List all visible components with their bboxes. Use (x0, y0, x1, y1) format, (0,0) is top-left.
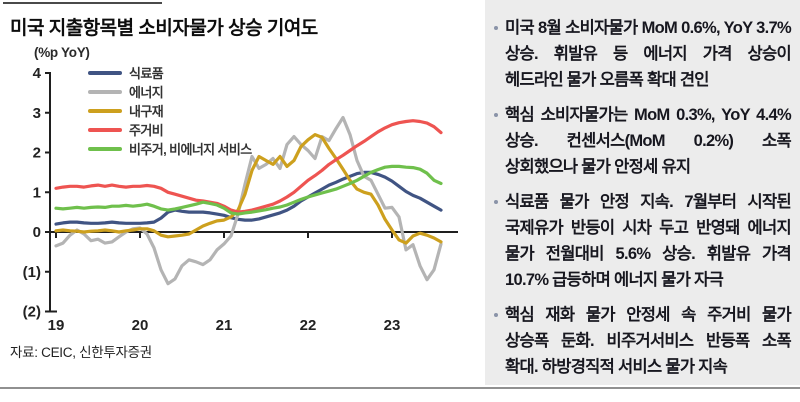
legend-item-services: 비주거, 비에너지 서비스 (88, 139, 252, 158)
legend-item-housing: 주거비 (88, 120, 252, 139)
x-tick-label: 23 (384, 317, 401, 334)
bottom-divider (0, 387, 800, 389)
legend-color-swatch (88, 89, 122, 94)
x-tick-label: 19 (48, 317, 65, 334)
commentary-bullet: 식료품 물가 안정 지속. 7월부터 시작된 국제유가 반등이 시차 두고 반영… (491, 189, 792, 293)
top-divider (3, 2, 162, 4)
series-line-식료품 (54, 170, 443, 226)
y-tick-label: (2) (23, 304, 41, 321)
x-tick-label: 20 (132, 317, 149, 334)
legend-color-swatch (88, 108, 122, 113)
commentary-bullet: 핵심 소비자물가는 MoM 0.3%, YoY 4.4% 상승. 컨센서스(Mo… (491, 102, 792, 180)
x-tick-label: 21 (216, 317, 233, 334)
legend-item-durables: 내구재 (88, 101, 252, 120)
y-tick-label: 2 (33, 145, 41, 162)
legend-label: 비주거, 비에너지 서비스 (129, 142, 252, 157)
series-line-비주거, 비에너지 서비스 (54, 164, 443, 216)
chart-legend: 식료품 에너지 내구재 주거비 비주거, 비에너지 서비스 (88, 63, 252, 158)
y-tick-label: 1 (33, 184, 41, 201)
series-line-에너지 (54, 115, 443, 286)
legend-label: 주거비 (129, 123, 164, 138)
chart-title: 미국 지출항목별 소비자물가 상승 기여도 (10, 18, 318, 39)
bullet-dot-icon (494, 113, 498, 117)
legend-color-swatch (88, 127, 122, 132)
y-tick-label: (1) (23, 264, 41, 281)
bullet-dot-icon (494, 26, 498, 30)
bullet-text: 미국 8월 소비자물가 MoM 0.6%, YoY 3.7% 상승. 휘발유 등… (505, 19, 792, 89)
commentary-panel: 미국 8월 소비자물가 MoM 0.6%, YoY 3.7% 상승. 휘발유 등… (485, 0, 800, 385)
legend-label: 에너지 (129, 85, 164, 100)
bullet-text: 핵심 재화 물가 안정세 속 주거비 물가 상승폭 둔화. 비주거서비스 반등폭… (505, 306, 792, 376)
legend-item-food: 식료품 (88, 63, 252, 82)
x-tick-label: 22 (300, 317, 317, 334)
y-axis-unit-label: (%p YoY) (34, 45, 90, 60)
y-tick-label: 4 (33, 65, 42, 82)
y-tick-label: 0 (33, 224, 41, 241)
series-line-주거비 (54, 119, 443, 214)
series-line-내구재 (54, 132, 443, 245)
commentary-bullet: 핵심 재화 물가 안정세 속 주거비 물가 상승폭 둔화. 비주거서비스 반등폭… (491, 302, 792, 380)
source-note: 자료: CEIC, 신한투자증권 (10, 345, 152, 360)
y-tick-label: 3 (33, 105, 41, 122)
legend-label: 식료품 (129, 66, 164, 81)
legend-item-energy: 에너지 (88, 82, 252, 101)
commentary-bullet: 미국 8월 소비자물가 MoM 0.6%, YoY 3.7% 상승. 휘발유 등… (491, 15, 792, 93)
legend-color-swatch (88, 70, 122, 75)
bullet-text: 핵심 소비자물가는 MoM 0.3%, YoY 4.4% 상승. 컨센서스(Mo… (505, 106, 792, 176)
bullet-dot-icon (494, 200, 498, 204)
bullet-dot-icon (494, 313, 498, 317)
bullet-text: 식료품 물가 안정 지속. 7월부터 시작된 국제유가 반등이 시차 두고 반영… (505, 193, 792, 289)
legend-color-swatch (88, 146, 122, 151)
legend-label: 내구재 (129, 104, 164, 119)
